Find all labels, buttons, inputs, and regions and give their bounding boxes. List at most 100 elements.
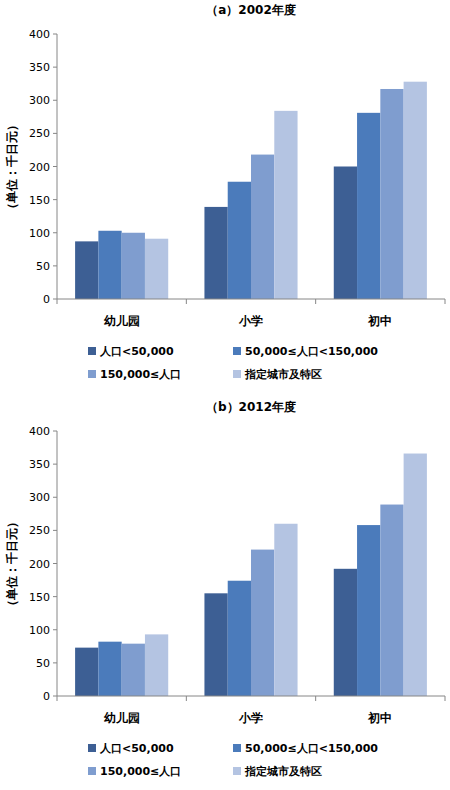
legend-label: 50,000≤人口<150,000 <box>245 345 378 358</box>
x-tick-label: 幼儿园 <box>104 314 140 328</box>
legend-label: 人口<50,000 <box>99 742 174 755</box>
x-tick <box>315 299 316 304</box>
x-axis <box>57 696 445 697</box>
y-tick <box>53 67 57 68</box>
y-tick <box>53 265 57 266</box>
legend-swatch <box>233 347 241 355</box>
legend-swatch <box>88 370 96 378</box>
page: （a）2002年度 （单位：千日元） 0 50 100 150 200 250 300 350 40… <box>0 0 450 790</box>
y-tick-label: 400 <box>29 425 50 438</box>
legend-swatch <box>233 370 241 378</box>
y-tick <box>53 464 57 465</box>
bar <box>380 505 403 696</box>
x-tick <box>57 299 58 304</box>
y-tick-label: 50 <box>36 657 50 670</box>
title: （b）2012年度 <box>206 400 296 414</box>
bar <box>204 593 227 696</box>
bar <box>145 634 168 696</box>
legend-label: 150,000≤人口 <box>100 368 181 381</box>
y-tick-label: 300 <box>29 491 50 504</box>
y-tick <box>53 530 57 531</box>
bar <box>228 182 251 299</box>
y-axis <box>57 34 58 299</box>
y-tick-label: 0 <box>43 293 50 306</box>
y-tick-label: 200 <box>29 558 50 571</box>
bars <box>75 454 427 696</box>
y-tick-label: 300 <box>29 94 50 107</box>
x-tick-label: 小学 <box>238 711 263 725</box>
legend-swatch <box>88 347 96 355</box>
legend-label: 指定城市及特区 <box>244 368 322 381</box>
bar <box>251 155 274 299</box>
y-tick <box>53 431 57 432</box>
chart: （a）2002年度（单位：千日元）05010015020025030035040… <box>5 3 445 381</box>
legend-swatch <box>233 744 241 752</box>
bar <box>122 644 145 696</box>
bar <box>75 241 98 299</box>
y-tick <box>53 34 57 35</box>
x-tick <box>186 696 187 701</box>
y-tick-label: 250 <box>29 127 50 140</box>
y-tick <box>53 497 57 498</box>
bar <box>274 524 297 696</box>
legend-label: 人口<50,000 <box>99 345 174 358</box>
bar <box>274 111 297 299</box>
bar <box>251 550 274 696</box>
y-tick <box>53 199 57 200</box>
x-tick-label: 初中 <box>367 314 392 328</box>
y-tick <box>53 696 57 697</box>
y-tick-label: 0 <box>43 690 50 703</box>
y-tick <box>53 100 57 101</box>
y-tick <box>53 662 57 663</box>
bar <box>122 233 145 299</box>
y-tick <box>53 563 57 564</box>
bar <box>380 89 403 299</box>
bar <box>357 113 380 299</box>
y-tick-label: 150 <box>29 194 50 207</box>
y-tick-label: 400 <box>29 28 50 41</box>
bar <box>334 167 357 300</box>
legend-swatch <box>88 767 96 775</box>
x-tick <box>186 299 187 304</box>
legend-swatch <box>233 767 241 775</box>
y-axis-label: （单位：千日元） <box>5 516 19 612</box>
bar <box>228 581 251 696</box>
y-tick <box>53 166 57 167</box>
x-tick <box>57 696 58 701</box>
bars <box>75 82 427 299</box>
x-tick-label: 初中 <box>367 711 392 725</box>
y-tick-label: 100 <box>29 227 50 240</box>
bar <box>145 239 168 299</box>
y-tick <box>53 629 57 630</box>
legend: 人口<50,000 50,000≤人口<150,000 150,000≤人口 指定城市… <box>88 742 378 778</box>
bar <box>98 642 121 696</box>
y-tick-label: 200 <box>29 161 50 174</box>
x-tick-label: 幼儿园 <box>104 711 140 725</box>
legend-label: 50,000≤人口<150,000 <box>245 742 378 755</box>
legend-label: 指定城市及特区 <box>244 765 322 778</box>
y-tick <box>53 232 57 233</box>
bar <box>334 569 357 696</box>
y-tick-label: 250 <box>29 524 50 537</box>
y-axis-label: （单位：千日元） <box>5 119 19 215</box>
y-axis <box>57 431 58 696</box>
bar <box>75 648 98 696</box>
x-axis <box>57 299 445 300</box>
y-tick-label: 100 <box>29 624 50 637</box>
x-tick-label: 小学 <box>238 314 263 328</box>
title: （a）2002年度 <box>206 3 296 17</box>
y-tick-label: 150 <box>29 591 50 604</box>
x-tick <box>445 299 446 304</box>
y-tick-label: 50 <box>36 260 50 273</box>
bar <box>404 454 427 696</box>
chart: （b）2012年度 （单位：千日元） 0 50 100 150 200 250 300 350 40… <box>5 400 445 778</box>
y-tick <box>53 596 57 597</box>
y-tick <box>53 133 57 134</box>
y-tick-label: 350 <box>29 458 50 471</box>
legend-label: 150,000≤人口 <box>100 765 181 778</box>
bar <box>204 207 227 299</box>
y-tick <box>53 299 57 300</box>
legend: 人口<50,000 50,000≤人口<150,000 150,000≤人口 指定城市… <box>88 345 378 381</box>
x-tick <box>315 696 316 701</box>
x-tick <box>445 696 446 701</box>
